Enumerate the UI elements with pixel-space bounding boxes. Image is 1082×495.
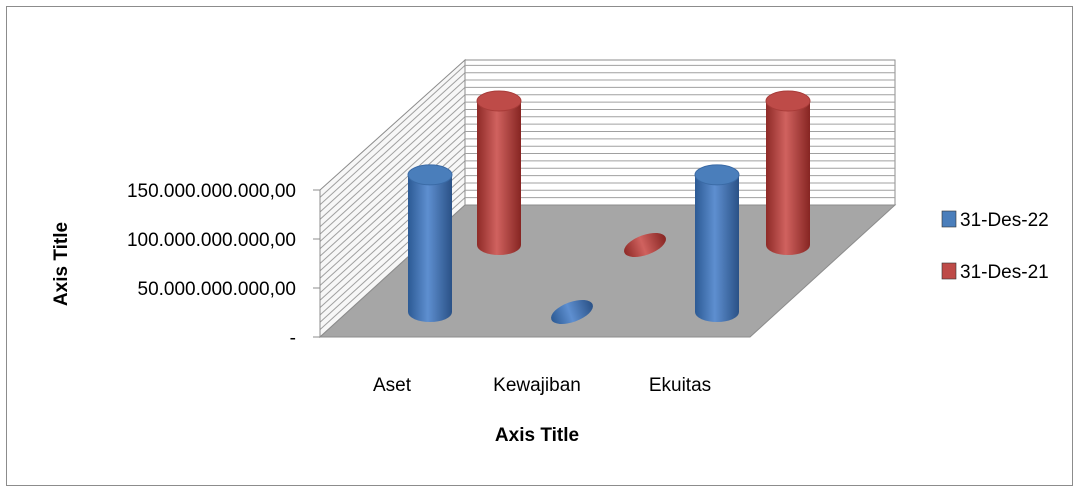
y-axis-ticks: - 50.000.000.000,00 100.000.000.000,00 150.… [127, 181, 320, 349]
bar-31-des-21-kewajiban [624, 232, 666, 258]
legend-label: 31-Des-21 [960, 262, 1049, 283]
bar-31-des-22-ekuitas [694, 164, 740, 322]
y-tick-label: 50.000.000.000,00 [138, 279, 297, 300]
legend-label: 31-Des-22 [960, 210, 1049, 231]
bar-31-des-21-aset [476, 90, 522, 255]
left-gridline [319, 116, 466, 250]
x-tick-label: Ekuitas [649, 375, 711, 396]
x-tick-label: Aset [373, 375, 412, 396]
left-gridline [319, 72, 466, 206]
y-axis-title: Axis Title [51, 222, 72, 306]
bar-series [407, 90, 811, 325]
left-gridline [319, 109, 466, 242]
bar-31-des-22-aset [407, 164, 453, 322]
bar-31-des-21-ekuitas [765, 90, 811, 255]
left-gridline [319, 79, 466, 213]
y-tick-label: - [290, 328, 296, 349]
legend-swatch [941, 262, 957, 280]
back-wall-gridlines [465, 64, 895, 199]
x-axis-ticks: Aset Kewajiban Ekuitas [373, 375, 711, 396]
x-tick-label: Kewajiban [493, 375, 581, 396]
legend: 31-Des-22 31-Des-21 [941, 210, 1049, 283]
left-gridline [319, 94, 466, 228]
left-gridline [319, 87, 466, 220]
bar-31-des-22-kewajiban [551, 299, 593, 325]
legend-swatch [941, 210, 957, 228]
left-gridline [319, 101, 466, 235]
left-gridline [319, 131, 466, 264]
left-gridline [319, 123, 466, 257]
y-tick-label: 150.000.000.000,00 [127, 181, 296, 202]
left-gridline [319, 64, 466, 198]
y-tick-label: 100.000.000.000,00 [127, 230, 296, 251]
left-gridline [319, 138, 466, 272]
x-axis-title: Axis Title [495, 425, 579, 446]
